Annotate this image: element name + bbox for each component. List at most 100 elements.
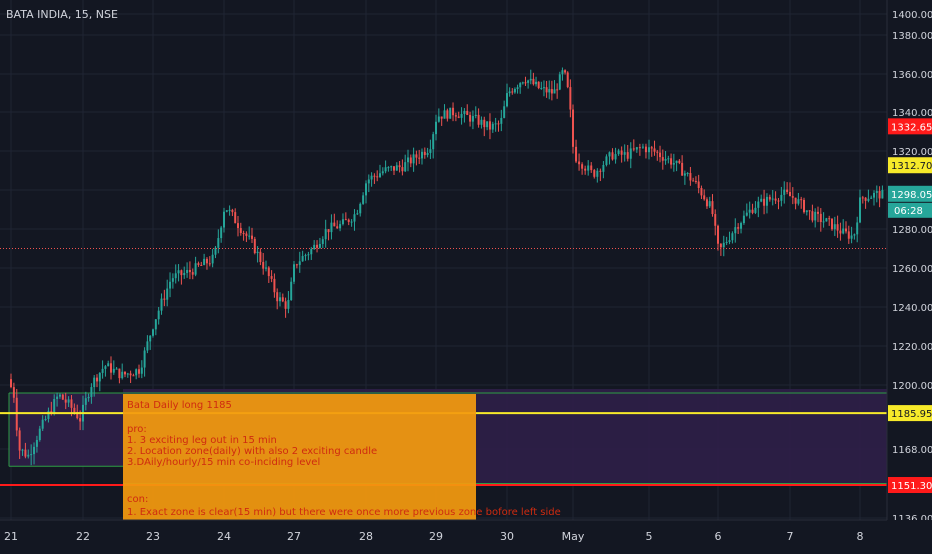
candle-down — [64, 399, 67, 403]
price-tick-label: 1168.00 — [892, 445, 932, 456]
candle-down — [262, 261, 265, 269]
candle-up — [873, 192, 875, 198]
note-annotation[interactable]: Bata Daily long 1185 pro: 1. 3 exciting … — [123, 394, 561, 522]
candle-down — [259, 251, 262, 262]
candle-down — [61, 394, 64, 400]
candle-up — [154, 319, 157, 330]
candle-down — [656, 151, 659, 153]
candle-down — [697, 181, 700, 188]
candle-up — [44, 418, 47, 420]
candle-up — [324, 229, 327, 240]
candle-down — [611, 152, 614, 160]
candle-up — [474, 114, 477, 117]
candle-up — [166, 288, 169, 300]
candle-up — [521, 82, 524, 84]
candle-down — [661, 157, 664, 161]
candle-down — [347, 219, 350, 222]
candle-up — [850, 235, 853, 239]
candle-up — [365, 183, 367, 196]
candle-down — [808, 210, 811, 212]
candle-down — [511, 91, 514, 93]
candle-down — [281, 297, 284, 302]
candle-up — [321, 239, 324, 244]
time-tick-label: 30 — [500, 530, 514, 543]
price-tick-label: 1240.00 — [892, 303, 932, 314]
time-tick-label: 6 — [715, 530, 722, 543]
candle-down — [694, 181, 697, 183]
candle-down — [599, 170, 602, 172]
candle-up — [367, 179, 370, 184]
candle-down — [70, 399, 73, 408]
time-tick-label: 7 — [787, 530, 794, 543]
candle-down — [532, 78, 535, 85]
candle-down — [803, 199, 805, 213]
candle-down — [800, 199, 803, 201]
candle-down — [10, 379, 12, 388]
candle-down — [466, 110, 469, 115]
time-tick-label: 27 — [287, 530, 301, 543]
candle-down — [336, 226, 339, 229]
candle-up — [27, 454, 30, 457]
candle-down — [811, 211, 814, 221]
candle-down — [231, 209, 234, 213]
price-labels: 1332.65 1312.70 1298.05 06:28 1185.95 1151.30 — [888, 118, 932, 494]
candle-down — [245, 233, 248, 236]
candle-down — [550, 89, 553, 94]
candle-up — [248, 235, 251, 237]
price-tick-label: 1280.00 — [892, 225, 932, 236]
candle-up — [508, 91, 511, 94]
candle-down — [831, 218, 833, 230]
candle-up — [614, 154, 617, 160]
candle-down — [276, 292, 279, 302]
time-axis[interactable]: 21 22 23 24 27 28 29 30 May 5 6 7 8 — [4, 530, 864, 543]
candle-up — [183, 272, 186, 276]
candle-up — [152, 329, 154, 336]
candle-up — [350, 221, 353, 223]
candle-up — [443, 110, 446, 119]
candle-up — [107, 363, 110, 367]
candle-up — [101, 368, 104, 373]
candle-down — [270, 276, 273, 279]
candle-up — [390, 166, 393, 168]
candle-down — [452, 107, 455, 116]
candle-up — [384, 167, 387, 172]
candle-up — [757, 201, 760, 208]
candle-up — [203, 258, 206, 265]
candle-up — [686, 173, 689, 175]
note-pro-2: 2. Location zone(daily) with also 2 exci… — [127, 446, 377, 457]
price-tick-label: 1360.00 — [892, 70, 932, 81]
candle-up — [307, 254, 310, 256]
candle-down — [659, 152, 662, 158]
candle-down — [24, 449, 27, 457]
candle-down — [415, 154, 418, 158]
price-tick-label: 1340.00 — [892, 108, 932, 119]
time-tick-label: 22 — [76, 530, 90, 543]
candle-up — [825, 218, 828, 222]
candle-up — [38, 428, 41, 441]
candle-down — [234, 212, 237, 224]
countdown-label: 06:28 — [894, 206, 923, 217]
candle-down — [138, 369, 140, 374]
candle-up — [186, 269, 189, 273]
candle-down — [794, 197, 797, 204]
candle-up — [728, 240, 731, 242]
candle-down — [251, 235, 253, 239]
candle-up — [437, 116, 440, 122]
candle-down — [253, 238, 256, 254]
candle-up — [429, 149, 432, 153]
candle-down — [188, 269, 191, 273]
candle-up — [353, 214, 356, 222]
candle-up — [765, 196, 768, 206]
candle-down — [845, 228, 847, 232]
candle-down — [819, 213, 822, 223]
candle-down — [705, 199, 708, 207]
candle-up — [805, 210, 808, 213]
candle-down — [267, 267, 270, 277]
candle-up — [56, 396, 59, 400]
note-title: Bata Daily long 1185 — [127, 400, 232, 411]
price-label-1185: 1185.95 — [891, 409, 932, 420]
candle-up — [432, 134, 435, 150]
candle-up — [519, 83, 522, 88]
